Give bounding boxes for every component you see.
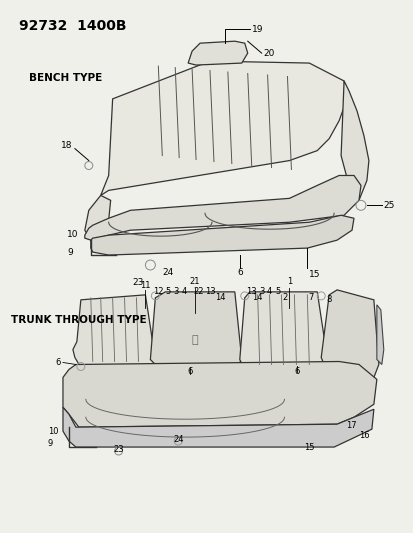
Text: 24: 24 — [173, 435, 183, 444]
Text: 12: 12 — [153, 287, 163, 296]
Text: 9: 9 — [47, 439, 53, 448]
Text: ⓑ: ⓑ — [191, 335, 198, 345]
Text: 15: 15 — [309, 270, 320, 279]
Polygon shape — [85, 196, 110, 250]
Text: 4: 4 — [266, 287, 271, 296]
Text: 11: 11 — [140, 281, 150, 290]
Text: 18: 18 — [61, 141, 73, 150]
Text: 3: 3 — [173, 287, 178, 296]
Text: 92732  1400B: 92732 1400B — [19, 19, 126, 33]
Text: 20: 20 — [263, 49, 274, 58]
Text: 10: 10 — [48, 426, 59, 435]
Text: 14: 14 — [252, 293, 262, 302]
Polygon shape — [85, 175, 360, 240]
Text: 1: 1 — [286, 277, 291, 286]
Polygon shape — [90, 215, 353, 255]
Text: 6: 6 — [187, 367, 192, 376]
Polygon shape — [188, 41, 247, 65]
Text: 4: 4 — [181, 287, 186, 296]
Text: 21: 21 — [190, 277, 200, 286]
Text: 6: 6 — [294, 367, 299, 376]
Text: 8: 8 — [326, 295, 331, 304]
Text: 2: 2 — [282, 293, 287, 302]
Polygon shape — [63, 407, 373, 447]
Text: 5: 5 — [274, 287, 280, 296]
Text: 25: 25 — [383, 201, 394, 210]
Polygon shape — [340, 81, 368, 200]
Polygon shape — [63, 361, 376, 427]
Text: 15: 15 — [303, 443, 314, 452]
Text: 10: 10 — [67, 230, 78, 239]
Text: 5: 5 — [165, 287, 171, 296]
Text: 13: 13 — [204, 287, 215, 296]
Text: 22: 22 — [192, 287, 203, 296]
Text: 19: 19 — [251, 25, 263, 34]
Text: 23: 23 — [113, 445, 123, 454]
Text: 7: 7 — [308, 293, 313, 302]
Text: 13: 13 — [246, 287, 256, 296]
Polygon shape — [150, 292, 241, 369]
Text: 24: 24 — [162, 268, 173, 277]
Text: TRUNK THROUGH TYPE: TRUNK THROUGH TYPE — [11, 315, 147, 325]
Polygon shape — [320, 290, 378, 379]
Polygon shape — [239, 292, 326, 372]
Text: 17: 17 — [345, 421, 356, 430]
Text: 23: 23 — [133, 278, 144, 287]
Polygon shape — [100, 61, 346, 196]
Text: 6: 6 — [236, 268, 242, 277]
Text: 3: 3 — [258, 287, 263, 296]
Text: 16: 16 — [358, 431, 368, 440]
Polygon shape — [376, 305, 383, 365]
Text: BENCH TYPE: BENCH TYPE — [29, 73, 102, 83]
Text: 6: 6 — [55, 358, 61, 367]
Text: 9: 9 — [67, 248, 73, 257]
Polygon shape — [73, 295, 155, 369]
Text: 14: 14 — [214, 293, 225, 302]
